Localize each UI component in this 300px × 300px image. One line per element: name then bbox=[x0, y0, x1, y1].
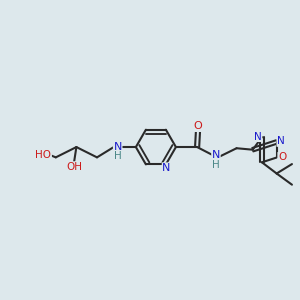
Text: OH: OH bbox=[66, 162, 82, 172]
Text: N: N bbox=[212, 150, 220, 160]
Text: H: H bbox=[114, 151, 122, 161]
Text: N: N bbox=[277, 136, 285, 146]
Text: O: O bbox=[278, 152, 286, 163]
Text: N: N bbox=[254, 131, 262, 142]
Text: N: N bbox=[162, 163, 171, 173]
Text: N: N bbox=[113, 142, 122, 152]
Text: O: O bbox=[194, 122, 202, 131]
Text: HO: HO bbox=[35, 150, 51, 160]
Text: H: H bbox=[212, 160, 220, 170]
